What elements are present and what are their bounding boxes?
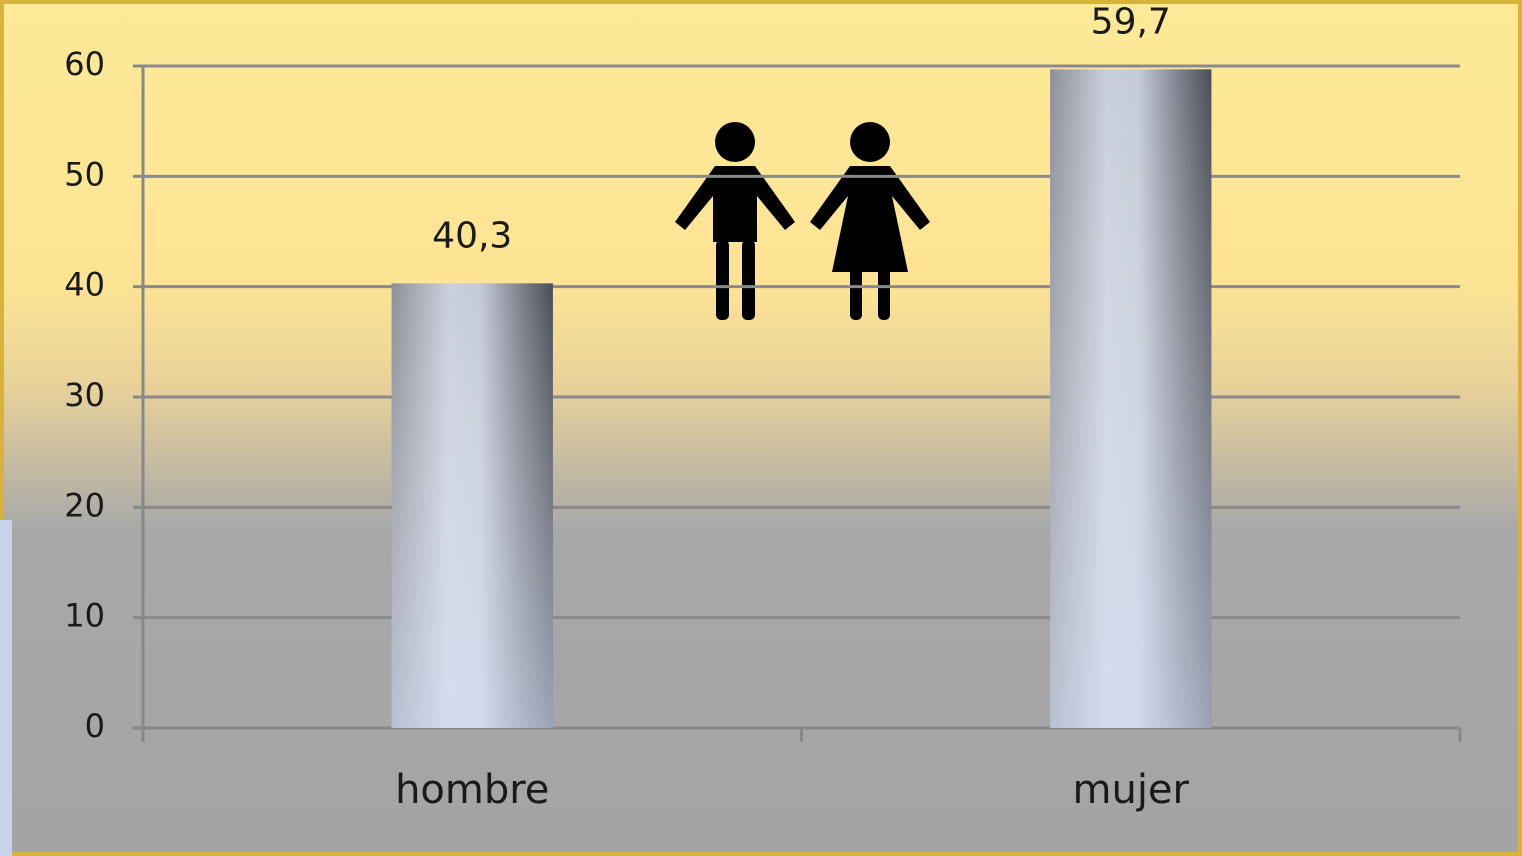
value-label: 59,7: [1091, 1, 1171, 42]
value-label: 40,3: [432, 215, 512, 256]
bar-highlight: [1050, 69, 1212, 728]
x-tick-label: mujer: [1073, 767, 1190, 813]
y-tick-label: 30: [64, 376, 105, 414]
y-tick-label: 0: [85, 707, 105, 745]
bar-highlight: [391, 283, 553, 728]
y-tick-label: 60: [64, 45, 105, 83]
x-tick-label: hombre: [395, 767, 549, 813]
y-tick-label: 20: [64, 486, 105, 524]
people-icon: [675, 122, 930, 320]
y-tick-label: 10: [64, 597, 105, 635]
y-tick-label: 40: [64, 266, 105, 304]
y-tick-label: 50: [64, 155, 105, 193]
edge: [0, 520, 12, 856]
